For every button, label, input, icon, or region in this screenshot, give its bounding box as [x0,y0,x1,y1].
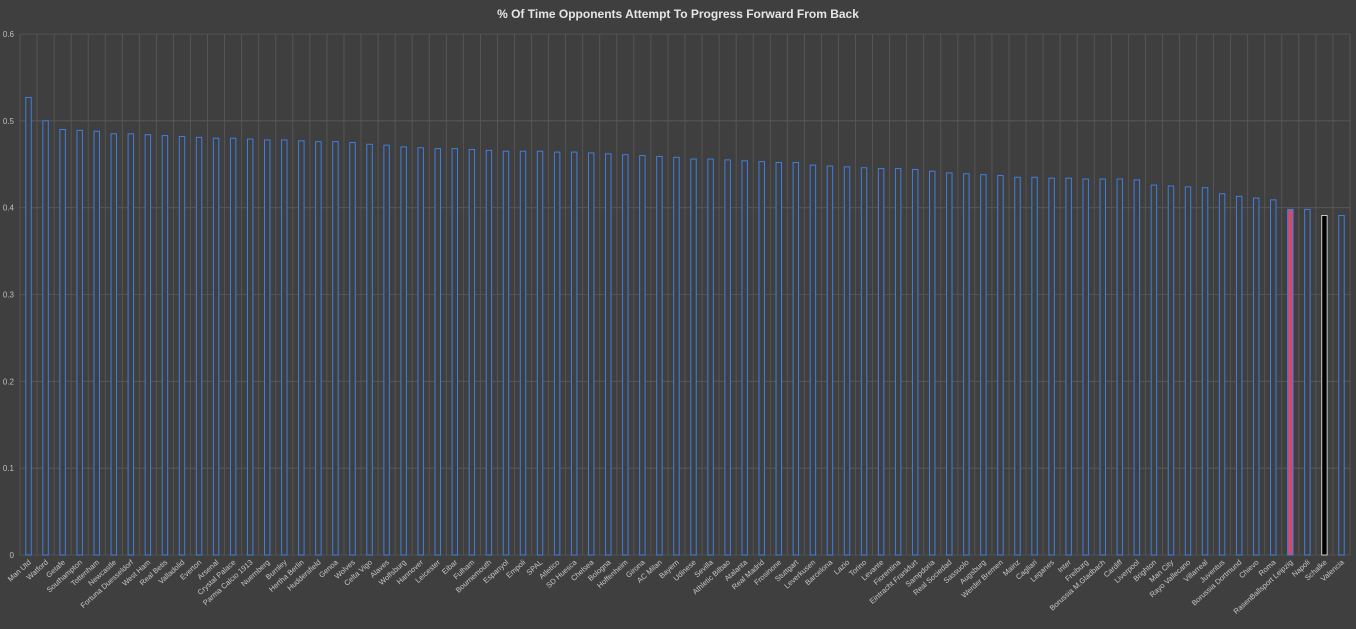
bar [860,167,868,556]
x-axis-labels: Man UtdWatfordGetafeSouthamptonTottenham… [6,557,1347,616]
bar [1116,178,1124,556]
bar [195,136,203,556]
bar [161,135,169,556]
y-tick-label: 0 [10,551,15,560]
bar [212,137,220,556]
bar [1287,208,1294,556]
bar [673,156,680,556]
y-tick-label: 0.6 [3,30,15,39]
bar [570,151,578,556]
bar [894,168,902,556]
chart-title: % Of Time Opponents Attempt To Progress … [497,7,859,21]
bar [553,151,561,556]
gridlines [19,33,1351,556]
bar [758,161,765,556]
bar [264,139,271,556]
bar [1184,186,1192,556]
bar [383,144,390,556]
y-tick-label: 0.4 [3,204,15,213]
bar [809,164,817,556]
bar [519,150,527,556]
bar [1235,195,1243,556]
bar [417,147,424,556]
bar [502,150,510,556]
bar [946,172,953,556]
bar [792,162,800,556]
bar [1270,199,1277,556]
bar [1099,178,1106,556]
bar [1082,178,1089,556]
bar [281,139,288,556]
bar [144,134,152,556]
y-tick-label: 0.5 [3,117,15,126]
bar [485,149,493,556]
bar [246,138,254,556]
bar [332,141,339,556]
bar [59,129,66,556]
bar [400,146,407,556]
y-tick-label: 0.2 [3,377,15,386]
bar [690,158,697,556]
bar [93,130,100,556]
bar [622,154,629,556]
y-tick-label: 0.1 [3,464,15,473]
bar [1167,185,1175,556]
bar [110,133,118,556]
bar [366,143,373,556]
bar [1218,193,1226,556]
bar [1201,187,1209,556]
bar [826,165,834,556]
bar [468,148,476,556]
bar [707,158,714,556]
bar [1321,214,1328,556]
bar [536,150,544,556]
bar [980,174,987,556]
bar [929,170,936,556]
bar [42,120,49,556]
bar [1150,184,1158,556]
bar [76,129,83,556]
bar [451,148,459,556]
bar [1133,179,1141,556]
bar [724,159,731,556]
bar [741,160,748,556]
bar [1048,177,1055,556]
bar [775,162,783,556]
bar [877,168,885,556]
bar [229,137,237,556]
bar [178,135,186,556]
bar [587,152,595,556]
y-tick-label: 0.3 [3,291,15,300]
bars [25,96,1345,556]
bar [1065,177,1072,556]
bar [963,173,970,556]
y-axis-ticks: 0 0.1 0.2 0.3 0.4 0.5 0.6 [3,30,15,560]
bar [434,148,441,556]
bar [1031,176,1038,556]
bar [315,141,322,556]
bar [911,168,919,556]
bar [639,155,646,556]
bar [349,142,356,556]
bar [127,133,135,556]
bar [1338,214,1345,556]
bar [1304,208,1311,556]
x-tick-label: Empoli [504,558,527,580]
bar [1252,197,1260,556]
bar [25,96,32,556]
bar [298,140,305,556]
bar [843,166,851,556]
bar [656,155,663,556]
bar [997,175,1004,556]
x-tick-label: Chievo [1237,558,1260,580]
bar [1014,176,1021,556]
bar [605,153,612,556]
